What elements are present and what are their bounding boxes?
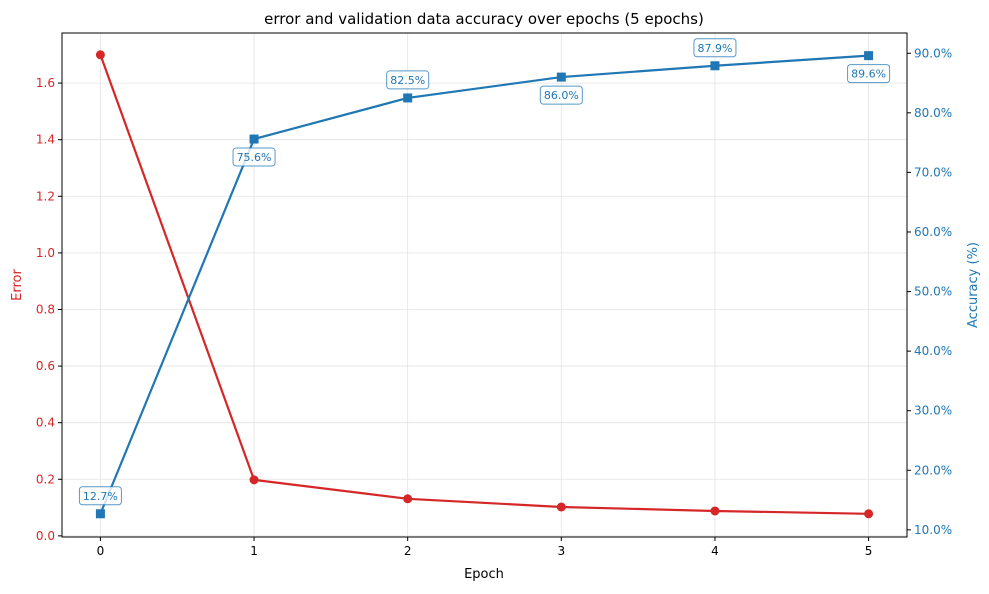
y-left-tick-label: 0.4 [36,416,55,430]
x-tick-label: 4 [711,544,719,558]
data-label: 12.7% [83,490,118,503]
data-label: 82.5% [390,74,425,87]
x-tick-label: 1 [250,544,258,558]
y-axis-left-label: Error [10,269,25,301]
error-point [710,506,720,516]
y-left-tick-label: 1.6 [36,76,55,90]
y-right-tick-label: 80.0% [914,106,952,120]
x-tick-label: 5 [865,544,873,558]
accuracy-point [95,509,105,519]
y-right-tick-label: 70.0% [914,165,952,179]
error-line [99,54,869,515]
data-label-box [693,38,737,58]
data-label: 86.0% [544,89,579,102]
y-left-tick-label: 1.4 [36,133,55,147]
x-tick-label: 3 [557,544,565,558]
y-left-tick-label: 0.2 [36,472,55,486]
accuracy-point [249,134,259,144]
y-left-tick-label: 1.2 [36,189,55,203]
x-axis-label: Epoch [464,567,504,582]
error-point [249,475,259,485]
y-right-tick-label: 30.0% [914,404,952,418]
data-label: 75.6% [237,151,272,164]
error-point [864,509,874,519]
y-right-tick-label: 90.0% [914,46,952,60]
y-left-tick-label: 0.0 [36,529,55,543]
data-label-box [232,147,276,167]
chart-title: error and validation data accuracy over … [264,10,704,28]
error-point [95,50,105,60]
error-point [403,494,413,504]
y-right-tick-label: 40.0% [914,344,952,358]
error-point [556,502,566,512]
data-label-box [386,70,430,90]
accuracy-point [403,93,413,103]
accuracy-line [99,54,869,515]
y-left-tick-label: 1.0 [36,246,55,260]
accuracy-point [710,61,720,71]
y-right-tick-label: 20.0% [914,463,952,477]
y-right-tick-label: 10.0% [914,523,952,537]
data-label: 87.9% [697,42,732,55]
data-label-box [78,486,122,506]
data-label: 89.6% [851,68,886,81]
y-right-tick-label: 50.0% [914,285,952,299]
data-label-box [847,64,891,84]
x-tick-label: 0 [97,544,105,558]
y-right-tick-label: 60.0% [914,225,952,239]
accuracy-point [864,51,874,61]
plot-frame [61,32,908,538]
accuracy-point [556,72,566,82]
x-tick-label: 2 [404,544,412,558]
data-label-box [539,85,583,105]
y-axis-right-label: Accuracy (%) [966,242,981,328]
y-left-tick-label: 0.6 [36,359,55,373]
y-left-tick-label: 0.8 [36,302,55,316]
